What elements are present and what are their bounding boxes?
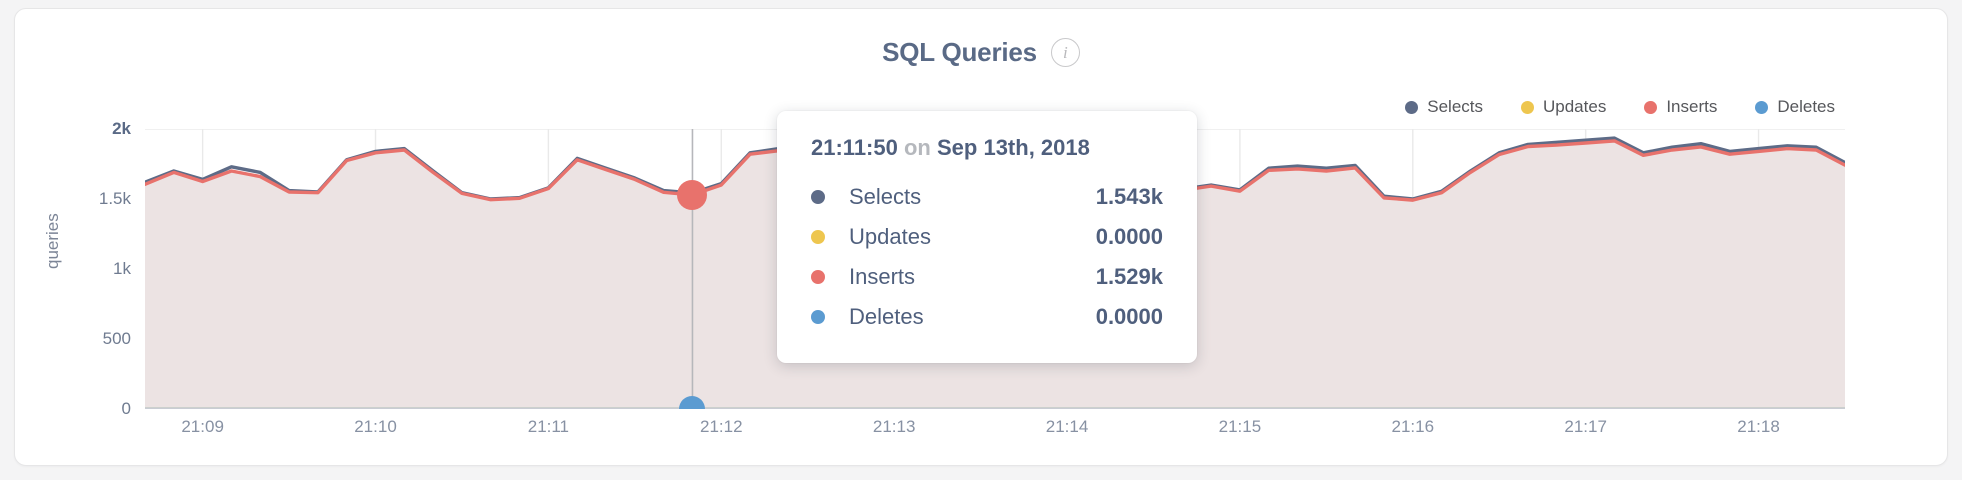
- x-axis-tick-label: 21:12: [699, 417, 743, 436]
- sql-queries-card: SQL Queries i Selects Updates Inserts Delet…: [14, 8, 1948, 466]
- legend-label: Selects: [1427, 97, 1483, 116]
- legend-item-selects[interactable]: Selects: [1405, 97, 1483, 117]
- legend-item-deletes[interactable]: Deletes: [1755, 97, 1835, 117]
- x-axis-tick-label: 21:17: [1564, 417, 1607, 436]
- x-axis-tick-label: 21:18: [1737, 417, 1780, 436]
- info-icon[interactable]: i: [1050, 38, 1080, 67]
- tooltip-series-label: Deletes: [849, 304, 924, 329]
- tooltip-row: Updates 0.0000: [811, 217, 1163, 257]
- tooltip-rows: Selects 1.543k Updates 0.0000 Inserts 1.529k D…: [811, 177, 1163, 337]
- tooltip-series-value: 1.529k: [1095, 264, 1163, 289]
- y-axis-tick-label: 0: [121, 399, 131, 418]
- tooltip-series-label: Inserts: [849, 264, 916, 289]
- y-axis-tick-label: 1k: [113, 259, 131, 278]
- y-axis: 0 500 1k 1.5k 2k: [75, 119, 141, 418]
- x-axis-tick-label: 21:14: [1045, 417, 1089, 436]
- tooltip-dot-icon: [811, 230, 825, 244]
- tooltip-dot-icon: [811, 270, 825, 284]
- y-axis-tick-label: 1.5k: [98, 189, 131, 208]
- legend-dot-icon: [1405, 100, 1419, 114]
- legend-dot-icon: [1644, 100, 1658, 114]
- legend-item-inserts[interactable]: Inserts: [1644, 97, 1717, 117]
- tooltip-row: Inserts 1.529k: [811, 257, 1163, 297]
- tooltip-dot-icon: [811, 190, 825, 204]
- x-axis-tick-label: 21:13: [872, 417, 916, 436]
- y-axis-tick-label: 500: [102, 329, 131, 348]
- page-title: SQL Queries: [882, 37, 1037, 67]
- hover-tooltip: 21:11:50 on Sep 13th, 2018 Selects 1.543k…: [777, 111, 1197, 363]
- legend-label: Deletes: [1777, 97, 1835, 116]
- x-axis-tick-label: 21:16: [1391, 417, 1435, 436]
- y-axis-title: queries: [43, 213, 62, 269]
- x-axis-tick-label: 21:10: [354, 417, 397, 436]
- chart-header: SQL Queries i: [15, 37, 1947, 68]
- legend-dot-icon: [1521, 100, 1534, 114]
- tooltip-time: 21:11:50: [811, 135, 898, 160]
- tooltip-row: Selects 1.543k: [811, 177, 1163, 217]
- tooltip-series-value: 0.0000: [1095, 224, 1163, 249]
- x-axis-tick-label: 21:11: [527, 417, 570, 436]
- hover-marker-inserts: [677, 179, 708, 210]
- legend-label: Updates: [1543, 97, 1607, 116]
- tooltip-dot-icon: [811, 310, 825, 324]
- x-axis-tick-label: 21:09: [181, 417, 224, 436]
- tooltip-connector: on: [903, 135, 931, 160]
- hover-marker-deletes: [679, 396, 706, 409]
- tooltip-series-value: 0.0000: [1095, 304, 1163, 329]
- tooltip-row: Deletes 0.0000: [811, 297, 1163, 337]
- tooltip-date: Sep 13th, 2018: [937, 135, 1090, 160]
- tooltip-header: 21:11:50 on Sep 13th, 2018: [811, 135, 1163, 161]
- legend-label: Inserts: [1666, 97, 1718, 116]
- y-axis-tick-label: 2k: [112, 119, 131, 138]
- legend-item-updates[interactable]: Updates: [1521, 97, 1606, 117]
- tooltip-series-label: Updates: [849, 224, 931, 249]
- tooltip-series-label: Selects: [849, 184, 922, 209]
- x-axis: 21:09 21:10 21:11 21:12 21:13 21:14 21:15 21:16…: [145, 417, 1845, 447]
- chart-legend: Selects Updates Inserts Deletes: [1405, 97, 1835, 117]
- tooltip-series-value: 1.543k: [1095, 184, 1163, 209]
- legend-dot-icon: [1755, 100, 1769, 114]
- x-axis-tick-label: 21:15: [1218, 417, 1262, 436]
